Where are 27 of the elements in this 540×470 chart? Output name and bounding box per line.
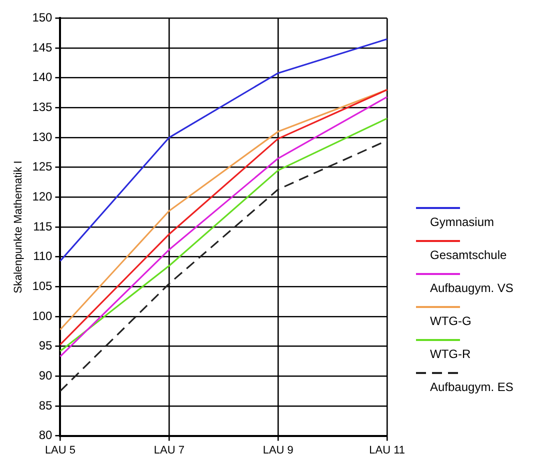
y-axis-title: Skalenpunkte Mathematik I <box>12 160 25 294</box>
y-tick-label: 140 <box>32 70 53 84</box>
y-tick-label: 90 <box>38 368 53 382</box>
x-tick-label: LAU 11 <box>369 444 405 456</box>
x-tick-label: LAU 5 <box>44 444 76 456</box>
legend-label: Aufbaugym. VS <box>430 281 514 295</box>
legend-label: Aufbaugym. ES <box>430 380 514 394</box>
y-tick-label: 145 <box>32 40 53 54</box>
y-tick-label: 150 <box>32 10 53 25</box>
y-tick-label: 135 <box>32 100 53 114</box>
y-tick-label: 105 <box>32 278 53 293</box>
x-tick-label: LAU 7 <box>154 444 184 456</box>
legend-label: WTG-G <box>430 314 472 328</box>
y-tick-label: 120 <box>32 189 53 204</box>
y-tick-label: 100 <box>32 308 53 323</box>
line-series <box>59 140 388 392</box>
legend-label: Gesamtschule <box>430 248 508 262</box>
x-tick-label: LAU 9 <box>262 444 294 456</box>
y-tick-label: 85 <box>38 398 53 412</box>
y-tick-label: 125 <box>32 160 53 174</box>
y-tick-label: 95 <box>38 338 53 353</box>
legend-label: Gymnasium <box>430 215 496 229</box>
y-tick-label: 130 <box>32 130 53 144</box>
y-tick-label: 80 <box>38 428 53 442</box>
legend-label: WTG-R <box>430 347 472 361</box>
y-tick-label: 115 <box>33 219 53 234</box>
y-tick-label: 110 <box>33 249 53 264</box>
